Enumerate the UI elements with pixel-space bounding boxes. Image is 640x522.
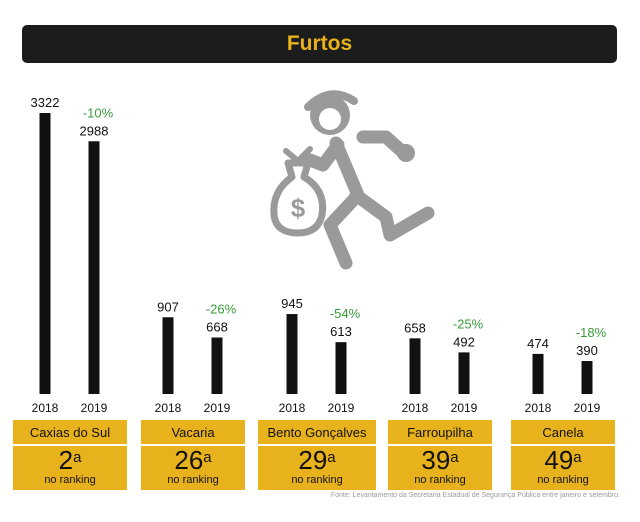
ranking-label: no ranking: [537, 474, 589, 486]
bar-2019: [211, 337, 223, 394]
data-label: 907: [157, 299, 179, 314]
ranking-box: 29a no ranking: [258, 446, 376, 490]
city-label: Canela: [511, 420, 615, 444]
change-label: -18%: [576, 325, 607, 340]
ranking-number: 39a: [421, 445, 459, 475]
data-label: 3322: [31, 95, 60, 110]
year-label: 2018: [525, 401, 552, 415]
thief-running-with-money-bag-icon: $: [270, 90, 435, 270]
source-note: Fonte: Levantamento da Secretaria Estadu…: [330, 492, 620, 499]
bar-2019: [458, 352, 470, 394]
bar-2018: [532, 353, 544, 394]
year-label: 2019: [328, 401, 355, 415]
svg-text:$: $: [291, 193, 306, 223]
year-label: 2018: [32, 401, 59, 415]
city-label: Farroupilha: [388, 420, 492, 444]
data-label: 658: [404, 320, 426, 335]
chart-title-bar: Furtos: [22, 25, 617, 63]
bar-2019: [581, 361, 593, 394]
year-label: 2019: [574, 401, 601, 415]
ranking-label: no ranking: [167, 474, 219, 486]
change-label: -25%: [453, 316, 484, 331]
data-label: 474: [527, 336, 549, 351]
ranking-number: 29a: [298, 445, 336, 475]
change-label: -54%: [330, 306, 361, 321]
data-label: 390: [576, 343, 598, 358]
ranking-box: 26a no ranking: [141, 446, 245, 490]
year-label: 2018: [402, 401, 429, 415]
ranking-label: no ranking: [414, 474, 466, 486]
data-label: 668: [206, 319, 228, 334]
bar-2018: [39, 113, 51, 394]
year-label: 2019: [204, 401, 231, 415]
bar-2019: [335, 342, 347, 394]
data-label: 945: [281, 296, 303, 311]
bar-2018: [286, 314, 298, 394]
ranking-box: 49a no ranking: [511, 446, 615, 490]
ranking-label: no ranking: [44, 474, 96, 486]
year-label: 2018: [279, 401, 306, 415]
year-label: 2018: [155, 401, 182, 415]
change-label: -10%: [83, 105, 114, 120]
ranking-number: 26a: [174, 445, 212, 475]
ranking-box: 2a no ranking: [13, 446, 127, 490]
ranking-number: 49a: [544, 445, 582, 475]
year-label: 2019: [81, 401, 108, 415]
bar-2019: [88, 141, 100, 394]
bar-2018: [162, 317, 174, 394]
year-label: 2019: [451, 401, 478, 415]
change-label: -26%: [206, 301, 237, 316]
bar-chart: 3322 2018 2988 2019 -10% 907 2018 668 2019 -26% 94…: [31, 95, 607, 415]
city-label: Bento Gonçalves: [258, 420, 376, 444]
ranking-number: 2a: [58, 445, 82, 475]
city-label: Caxias do Sul: [13, 420, 127, 444]
bar-2018: [409, 338, 421, 394]
city-label: Vacaria: [141, 420, 245, 444]
ranking-box: 39a no ranking: [388, 446, 492, 490]
data-label: 2988: [80, 123, 109, 138]
data-label: 492: [453, 334, 475, 349]
ranking-label: no ranking: [291, 474, 343, 486]
data-label: 613: [330, 324, 352, 339]
chart-title: Furtos: [286, 32, 353, 55]
